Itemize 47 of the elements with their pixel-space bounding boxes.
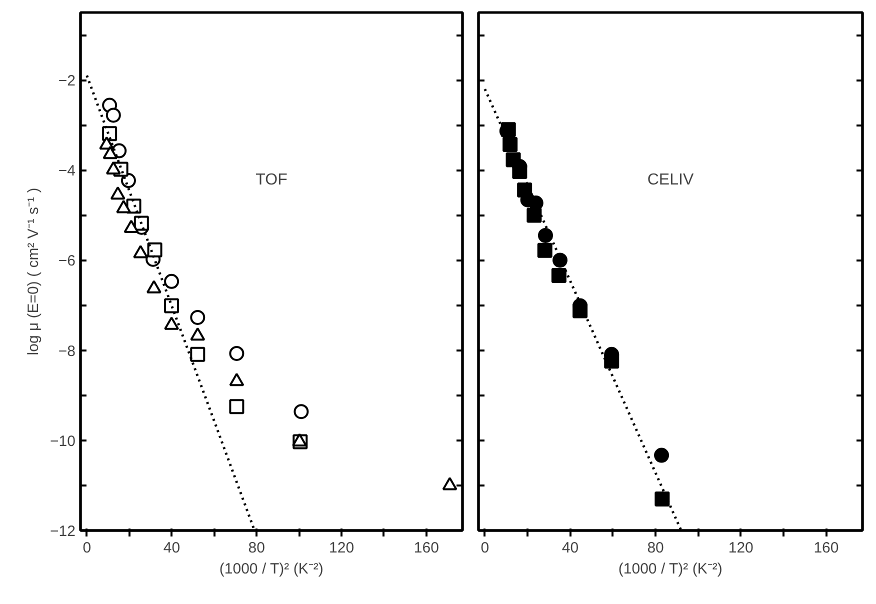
x-axis-title: (1000 / T)² (K⁻²) (618, 560, 722, 578)
point (572, 303, 588, 318)
point (442, 476, 458, 490)
point (190, 346, 206, 362)
point (229, 346, 244, 361)
point (164, 298, 180, 314)
x-tick-label: 120 (728, 540, 754, 556)
x-tick-label: 0 (480, 540, 490, 556)
y-tick-label: −10 (50, 432, 76, 450)
point (147, 242, 162, 258)
y-tick-label: −2 (58, 72, 76, 90)
point (190, 310, 206, 325)
point (292, 433, 308, 447)
point (229, 372, 244, 386)
point (654, 491, 670, 506)
point (551, 268, 566, 284)
x-tick-label: 40 (562, 540, 579, 556)
point (164, 316, 180, 330)
point (654, 448, 670, 463)
annotation: CELIV (647, 172, 694, 189)
point (538, 228, 553, 243)
x-tick-label: 160 (414, 540, 439, 556)
point (294, 404, 309, 420)
point (164, 274, 180, 289)
point (604, 354, 620, 369)
x-tick-label: 160 (814, 540, 839, 556)
point (526, 208, 542, 223)
point (552, 252, 568, 268)
y-tick-label: −12 (50, 523, 76, 540)
x-axis-title: (1000 / T)² (K⁻²) (219, 560, 324, 578)
point (537, 242, 552, 258)
x-tick-label: 80 (647, 540, 664, 556)
point (517, 182, 532, 198)
x-tick-label: 0 (82, 540, 92, 556)
x-tick-label: 80 (248, 540, 265, 556)
point (146, 280, 162, 294)
point (190, 327, 206, 341)
y-tick-label: −8 (58, 342, 76, 360)
x-tick-label: 120 (329, 540, 354, 556)
x-tick-label: 40 (163, 540, 180, 556)
point (502, 136, 518, 152)
y-tick-label: −6 (58, 252, 76, 270)
point (106, 108, 121, 123)
y-axis-title: log μ (E=0) ( cm² V⁻¹ s⁻¹ ) (25, 188, 42, 356)
annotation: TOF (256, 172, 288, 189)
y-tick-label: −4 (58, 162, 76, 180)
point (229, 399, 244, 414)
